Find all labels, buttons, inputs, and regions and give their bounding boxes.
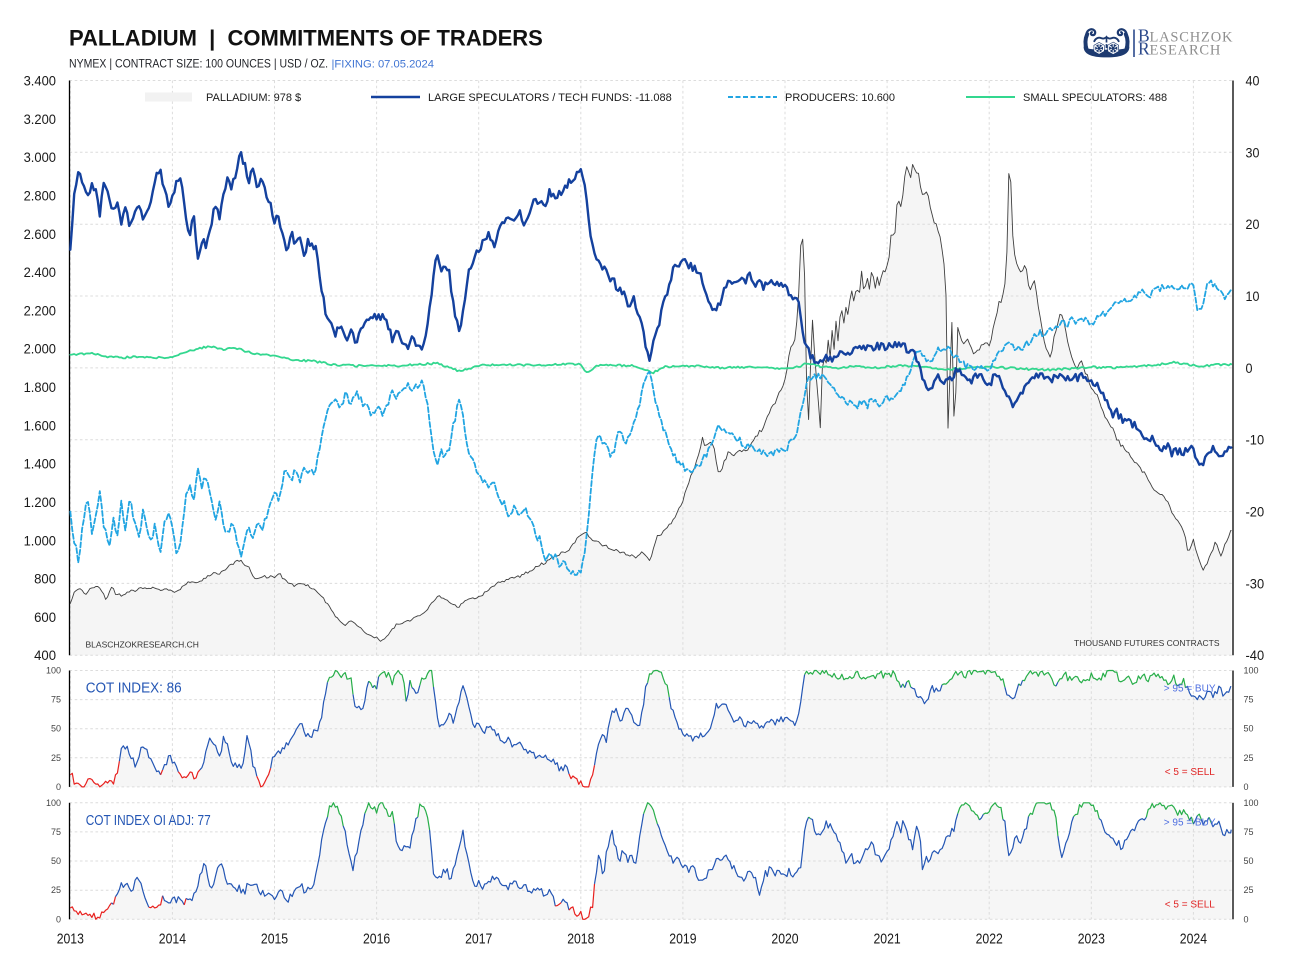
svg-text:R: R [1138, 39, 1150, 59]
svg-text:2023: 2023 [1078, 931, 1105, 948]
svg-text:50: 50 [1244, 724, 1254, 734]
svg-text:1.200: 1.200 [24, 494, 57, 510]
svg-text:2.600: 2.600 [24, 226, 57, 242]
svg-text:25: 25 [51, 885, 61, 895]
svg-text:75: 75 [1244, 827, 1254, 837]
svg-text:1.400: 1.400 [24, 456, 57, 472]
svg-text:2013: 2013 [57, 931, 84, 948]
svg-text:0: 0 [1246, 360, 1253, 376]
svg-text:COT INDEX OI ADJ: 77: COT INDEX OI ADJ: 77 [86, 812, 211, 829]
svg-text:THOUSAND FUTURES CONTRACTS: THOUSAND FUTURES CONTRACTS [1074, 638, 1220, 648]
svg-text:0: 0 [1244, 914, 1249, 924]
svg-text:2.000: 2.000 [24, 341, 57, 357]
svg-text:2024: 2024 [1180, 931, 1207, 948]
svg-text:PALLADIUM: 978 $: PALLADIUM: 978 $ [206, 92, 301, 104]
svg-text:3.200: 3.200 [24, 111, 57, 127]
svg-text:> 95 = BUY: > 95 = BUY [1164, 684, 1216, 695]
svg-text:2.400: 2.400 [24, 264, 57, 280]
svg-text:-30: -30 [1246, 575, 1265, 591]
svg-text:LARGE SPECULATORS / TECH FUNDS: LARGE SPECULATORS / TECH FUNDS: -11.088 [428, 92, 672, 104]
svg-text:0: 0 [56, 782, 61, 792]
svg-text:2.800: 2.800 [24, 187, 57, 203]
svg-text:PALLADIUM | COMMITMENTS OF T: PALLADIUM | COMMITMENTS OF TRADERS [69, 26, 543, 51]
svg-text:NYMEX | CONTRACT SIZE: 100 OUN: NYMEX | CONTRACT SIZE: 100 OUNCES | USD … [69, 59, 328, 71]
svg-text:100: 100 [1244, 798, 1259, 808]
svg-text:600: 600 [34, 609, 56, 625]
svg-text:100: 100 [46, 666, 61, 676]
svg-text:> 95 = BUY: > 95 = BUY [1164, 818, 1216, 829]
svg-text:2014: 2014 [159, 931, 186, 948]
svg-text:100: 100 [1244, 666, 1259, 676]
svg-text:BLASCHZOKRESEARCH.CH: BLASCHZOKRESEARCH.CH [86, 640, 199, 650]
svg-text:2.200: 2.200 [24, 302, 57, 318]
svg-text:0: 0 [1244, 782, 1249, 792]
svg-text:400: 400 [34, 647, 56, 663]
svg-text:75: 75 [51, 827, 61, 837]
svg-text:2015: 2015 [261, 931, 288, 948]
svg-text:2022: 2022 [976, 931, 1003, 948]
svg-text:3.400: 3.400 [24, 73, 57, 89]
svg-text:50: 50 [51, 856, 61, 866]
svg-text:20: 20 [1246, 216, 1260, 232]
svg-text:25: 25 [1244, 753, 1254, 763]
svg-text:75: 75 [51, 695, 61, 705]
svg-text:2016: 2016 [363, 931, 390, 948]
svg-text:50: 50 [51, 724, 61, 734]
svg-text:ESEARCH: ESEARCH [1150, 43, 1222, 59]
svg-text:30: 30 [1246, 144, 1260, 160]
svg-text:2018: 2018 [567, 931, 594, 948]
svg-text:-20: -20 [1246, 504, 1265, 520]
svg-text:2020: 2020 [771, 931, 798, 948]
svg-text:COT INDEX: 86: COT INDEX: 86 [86, 680, 182, 697]
svg-text:25: 25 [51, 753, 61, 763]
svg-text:B: B [1138, 25, 1150, 45]
svg-text:3.000: 3.000 [24, 149, 57, 165]
svg-text:2017: 2017 [465, 931, 492, 948]
svg-text:75: 75 [1244, 695, 1254, 705]
svg-text:1.600: 1.600 [24, 417, 57, 433]
svg-text:-10: -10 [1246, 432, 1265, 448]
svg-text:PRODUCERS: 10.600: PRODUCERS: 10.600 [785, 92, 895, 104]
svg-text:0: 0 [56, 914, 61, 924]
svg-text:25: 25 [1244, 885, 1254, 895]
svg-text:2021: 2021 [874, 931, 901, 948]
svg-text:100: 100 [46, 798, 61, 808]
svg-text:2019: 2019 [669, 931, 696, 948]
svg-text:LASCHZOK: LASCHZOK [1150, 29, 1234, 45]
svg-text:800: 800 [34, 571, 56, 587]
svg-text:1.000: 1.000 [24, 532, 57, 548]
svg-text:50: 50 [1244, 856, 1254, 866]
svg-text:< 5 = SELL: < 5 = SELL [1165, 900, 1215, 911]
svg-text:1.800: 1.800 [24, 379, 57, 395]
svg-text:|FIXING: 07.05.2024: |FIXING: 07.05.2024 [332, 59, 435, 71]
svg-text:< 5 = SELL: < 5 = SELL [1165, 767, 1215, 778]
svg-text:-40: -40 [1246, 647, 1265, 663]
svg-text:10: 10 [1246, 288, 1260, 304]
svg-text:SMALL SPECULATORS: 488: SMALL SPECULATORS: 488 [1023, 92, 1167, 104]
svg-text:40: 40 [1246, 73, 1260, 89]
